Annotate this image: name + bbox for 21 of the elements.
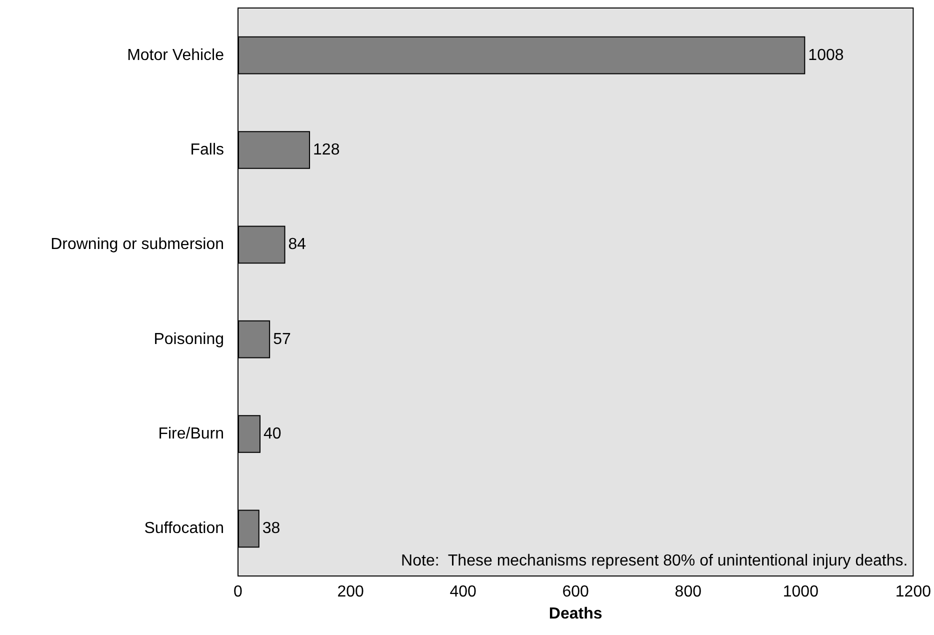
x-axis-title: Deaths <box>548 606 602 622</box>
y-tick-label: Poisoning <box>154 330 224 348</box>
x-tick-label: 600 <box>562 584 590 600</box>
data-label: 57 <box>273 330 291 348</box>
x-tick-label: 1000 <box>782 584 819 600</box>
x-tick-label: 200 <box>337 584 364 600</box>
x-tick-label: 400 <box>450 584 477 600</box>
data-label: 128 <box>313 142 340 158</box>
y-tick-label: Drowning or submersion <box>50 236 224 254</box>
data-label: 84 <box>288 236 306 254</box>
y-tick-label: Falls <box>190 142 224 158</box>
y-tick-label: Suffocation <box>144 520 224 538</box>
y-tick-label: Fire/Burn <box>158 426 224 442</box>
y-tick-label: Motor Vehicle <box>127 46 224 64</box>
data-label: 1008 <box>808 46 844 64</box>
x-tick-label: 800 <box>674 584 702 600</box>
data-label: 38 <box>262 520 280 538</box>
data-label: 40 <box>264 426 282 442</box>
x-tick-label: 1200 <box>895 584 932 600</box>
annotation: Note: These mechanisms represent 80% of unintentional injury deaths. <box>401 552 908 570</box>
x-tick-label: 0 <box>234 584 243 600</box>
